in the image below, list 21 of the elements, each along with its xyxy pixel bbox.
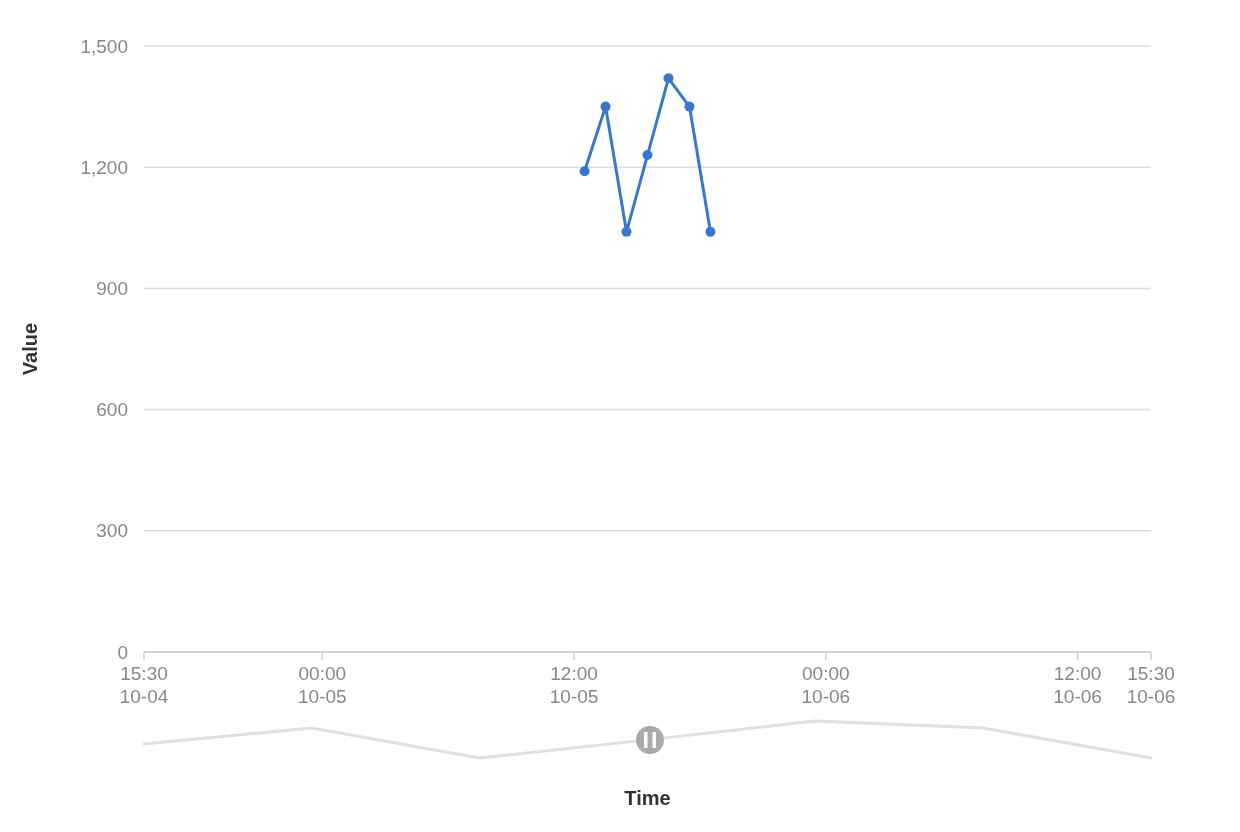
point [642, 150, 653, 161]
x-tick-label: 12:00 10-06 [1053, 663, 1102, 707]
y-tick-label: 900 [96, 278, 128, 300]
x-axis-title: Time [624, 787, 671, 809]
x-tick-label: 00:00 10-05 [298, 663, 347, 707]
y-axis-title: Value [19, 322, 41, 376]
point [705, 226, 716, 237]
x-tick-label: 15:30 10-04 [119, 663, 169, 707]
point [600, 101, 611, 112]
point [621, 226, 632, 237]
x-tick-label: 00:00 10-06 [801, 663, 851, 707]
x-tick-label: 15:30 10-06 [1126, 663, 1176, 707]
y-tick-label: 0 [117, 641, 128, 663]
point [663, 73, 674, 84]
point [579, 166, 590, 177]
y-tick-label: 1,200 [80, 156, 128, 178]
y-tick-label: 1,500 [80, 35, 128, 57]
y-tick-label: 600 [96, 399, 128, 421]
point [684, 101, 695, 112]
y-tick-label: 300 [96, 520, 128, 542]
x-tick-label: 12:00 10-05 [549, 663, 599, 707]
